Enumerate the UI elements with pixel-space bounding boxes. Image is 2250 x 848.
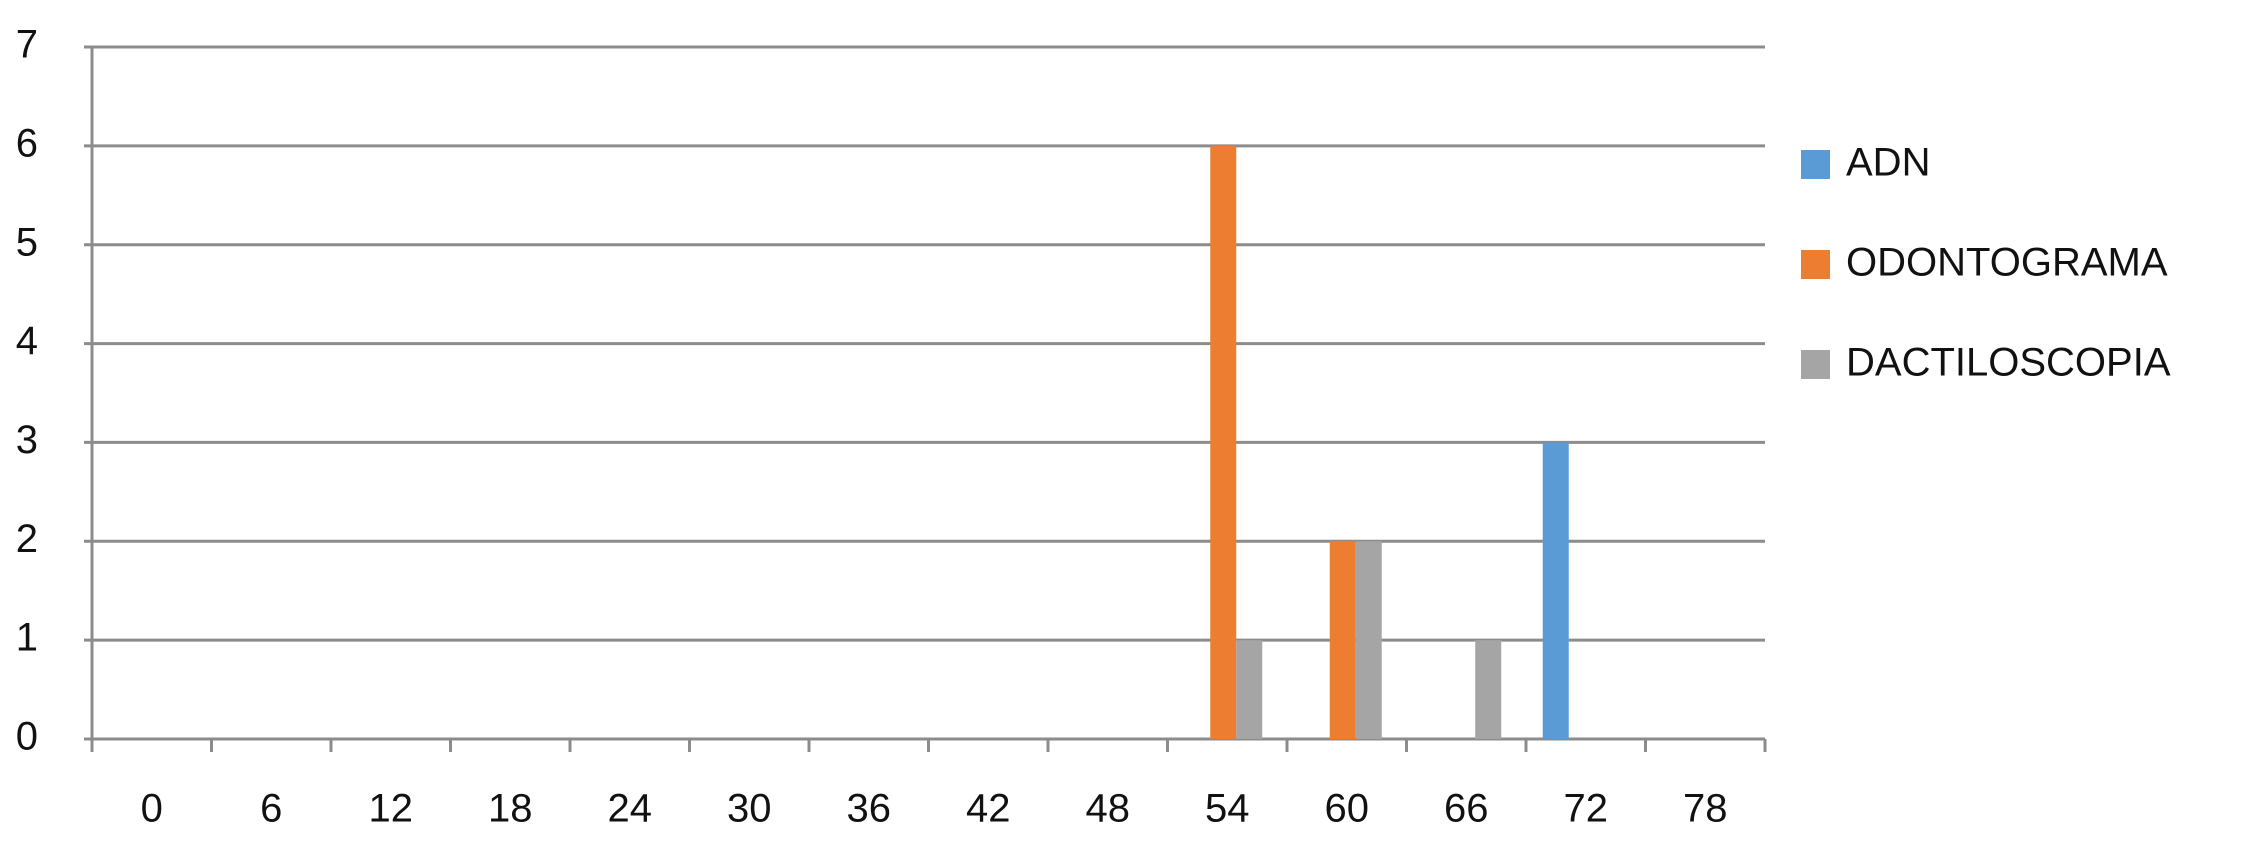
y-tick-label: 0 — [16, 715, 38, 759]
y-tick-label: 7 — [16, 23, 38, 67]
y-tick-label: 3 — [16, 418, 38, 462]
x-tick-label: 66 — [1444, 787, 1489, 831]
y-tick-label: 5 — [16, 220, 38, 264]
x-tick-label: 30 — [727, 787, 772, 831]
x-tick-label: 18 — [488, 787, 533, 831]
x-tick-label: 6 — [260, 787, 282, 831]
x-tick-label: 60 — [1325, 787, 1370, 831]
bar — [1236, 640, 1263, 739]
legend-label: ODONTOGRAMA — [1846, 241, 2168, 285]
legend-swatch — [1801, 350, 1830, 379]
legend-label: DACTILOSCOPIA — [1846, 341, 2171, 385]
y-tick-label: 1 — [16, 616, 38, 660]
legend-label: ADN — [1846, 141, 1930, 185]
x-tick-label: 72 — [1564, 787, 1609, 831]
x-tick-label: 24 — [608, 787, 653, 831]
legend-swatch — [1801, 250, 1830, 279]
x-tick-label: 36 — [847, 787, 892, 831]
bar — [1329, 541, 1356, 739]
y-tick-label: 6 — [16, 121, 38, 165]
x-tick-label: 54 — [1205, 787, 1250, 831]
x-tick-label: 78 — [1683, 787, 1728, 831]
bar — [1475, 640, 1502, 739]
x-tick-label: 48 — [1086, 787, 1131, 831]
y-tick-label: 2 — [16, 517, 38, 561]
bar — [1210, 145, 1237, 739]
x-tick-label: 12 — [369, 787, 414, 831]
legend-swatch — [1801, 150, 1830, 179]
x-tick-label: 42 — [966, 787, 1011, 831]
y-tick-label: 4 — [16, 319, 38, 363]
bar — [1355, 541, 1382, 739]
bar — [1542, 442, 1569, 739]
x-tick-label: 0 — [141, 787, 163, 831]
